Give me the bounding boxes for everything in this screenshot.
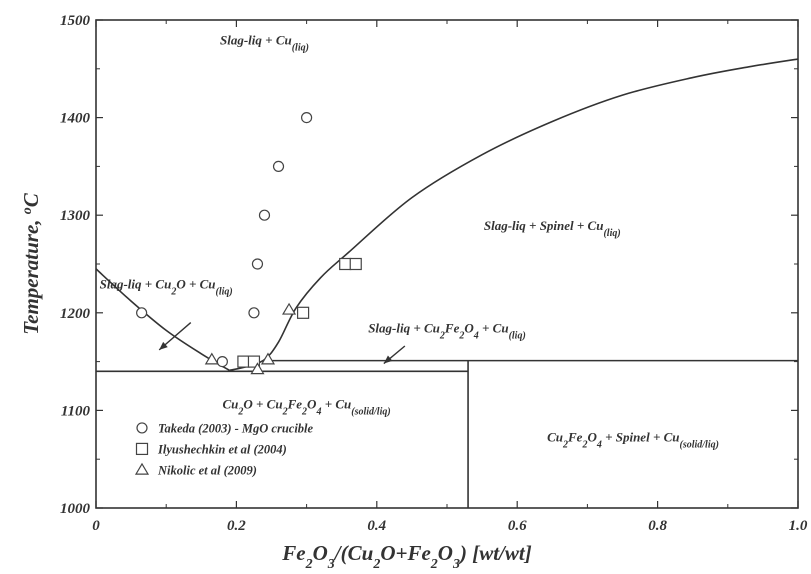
square-data-point bbox=[349, 257, 362, 271]
circle-data-point bbox=[248, 307, 260, 319]
y-tick-label: 1500 bbox=[60, 13, 91, 29]
y-tick-label: 1400 bbox=[60, 111, 91, 127]
region-cufe2o4-spinel-cu: Cu2Fe2O4 + Spinel + Cu(solid/liq) bbox=[547, 430, 719, 451]
region-cu2o-cufe2o4-cu: Cu2O + Cu2Fe2O4 + Cu(solid/liq) bbox=[222, 396, 390, 417]
axes-layer: 0 0.2 0.4 0.6 0.8 1.0 1000 1100 1200 1300 1400 1500… bbox=[19, 13, 808, 572]
legend-label: Nikolic et al (2009) bbox=[157, 463, 257, 477]
region-slag-cufe2o4-cu: Slag-liq + Cu2Fe2O4 + Cu(liq) bbox=[368, 320, 526, 341]
circle-data-point bbox=[272, 160, 285, 172]
legend-marker-triangle bbox=[134, 462, 150, 475]
square-data-point bbox=[237, 355, 250, 368]
y-tick-label: 1300 bbox=[60, 208, 91, 224]
y-tick-label: 1100 bbox=[61, 403, 91, 419]
square-data-point bbox=[339, 257, 352, 271]
square-data-point bbox=[247, 355, 261, 368]
liquidus-right bbox=[229, 58, 799, 372]
x-tick-label: 0 bbox=[92, 518, 100, 534]
square-data-point bbox=[296, 306, 310, 319]
y-axis-title: Temperature, oC bbox=[19, 192, 43, 335]
data-points-layer bbox=[136, 111, 362, 375]
x-tick-label: 0.8 bbox=[648, 518, 667, 534]
triangle-data-point bbox=[282, 302, 297, 315]
x-tick-label: 0.6 bbox=[508, 518, 527, 534]
legend-label: Ilyushechkin et al (2004) bbox=[157, 442, 287, 456]
x-tick-label: 1.0 bbox=[789, 518, 808, 534]
legend-label: Takeda (2003) - MgO crucible bbox=[158, 421, 314, 435]
arrow-right-head bbox=[383, 355, 393, 364]
x-tick-label: 0.4 bbox=[367, 518, 386, 534]
triangle-data-point bbox=[250, 362, 265, 375]
circle-data-point bbox=[251, 258, 264, 270]
y-tick-label: 1200 bbox=[60, 306, 91, 322]
circle-data-point bbox=[216, 356, 228, 368]
circle-data-point bbox=[258, 209, 271, 221]
region-slag-cu2o-cu: Slag-liq + Cu2O + Cu(liq) bbox=[100, 276, 233, 297]
legend: Takeda (2003) - MgO crucible Ilyushechkin… bbox=[134, 421, 314, 477]
arrow-left-head bbox=[159, 341, 168, 350]
y-tick-label: 1000 bbox=[60, 501, 91, 517]
triangle-data-point bbox=[260, 352, 276, 365]
legend-marker-circle bbox=[136, 422, 148, 434]
region-labels-layer: Slag-liq + Cu(liq) Slag-liq + Spinel + Cu… bbox=[100, 32, 719, 450]
legend-marker-square bbox=[135, 442, 149, 456]
region-slag-spinel-cu: Slag-liq + Spinel + Cu(liq) bbox=[484, 218, 621, 239]
triangle-data-point bbox=[204, 352, 219, 365]
circle-data-point bbox=[136, 307, 148, 319]
region-slag-cu: Slag-liq + Cu(liq) bbox=[220, 32, 309, 53]
circle-data-point bbox=[301, 111, 313, 124]
x-tick-label: 0.2 bbox=[227, 518, 246, 534]
x-axis-title: Fe2O3/(Cu2O+Fe2O3) [wt/wt] bbox=[281, 541, 531, 572]
